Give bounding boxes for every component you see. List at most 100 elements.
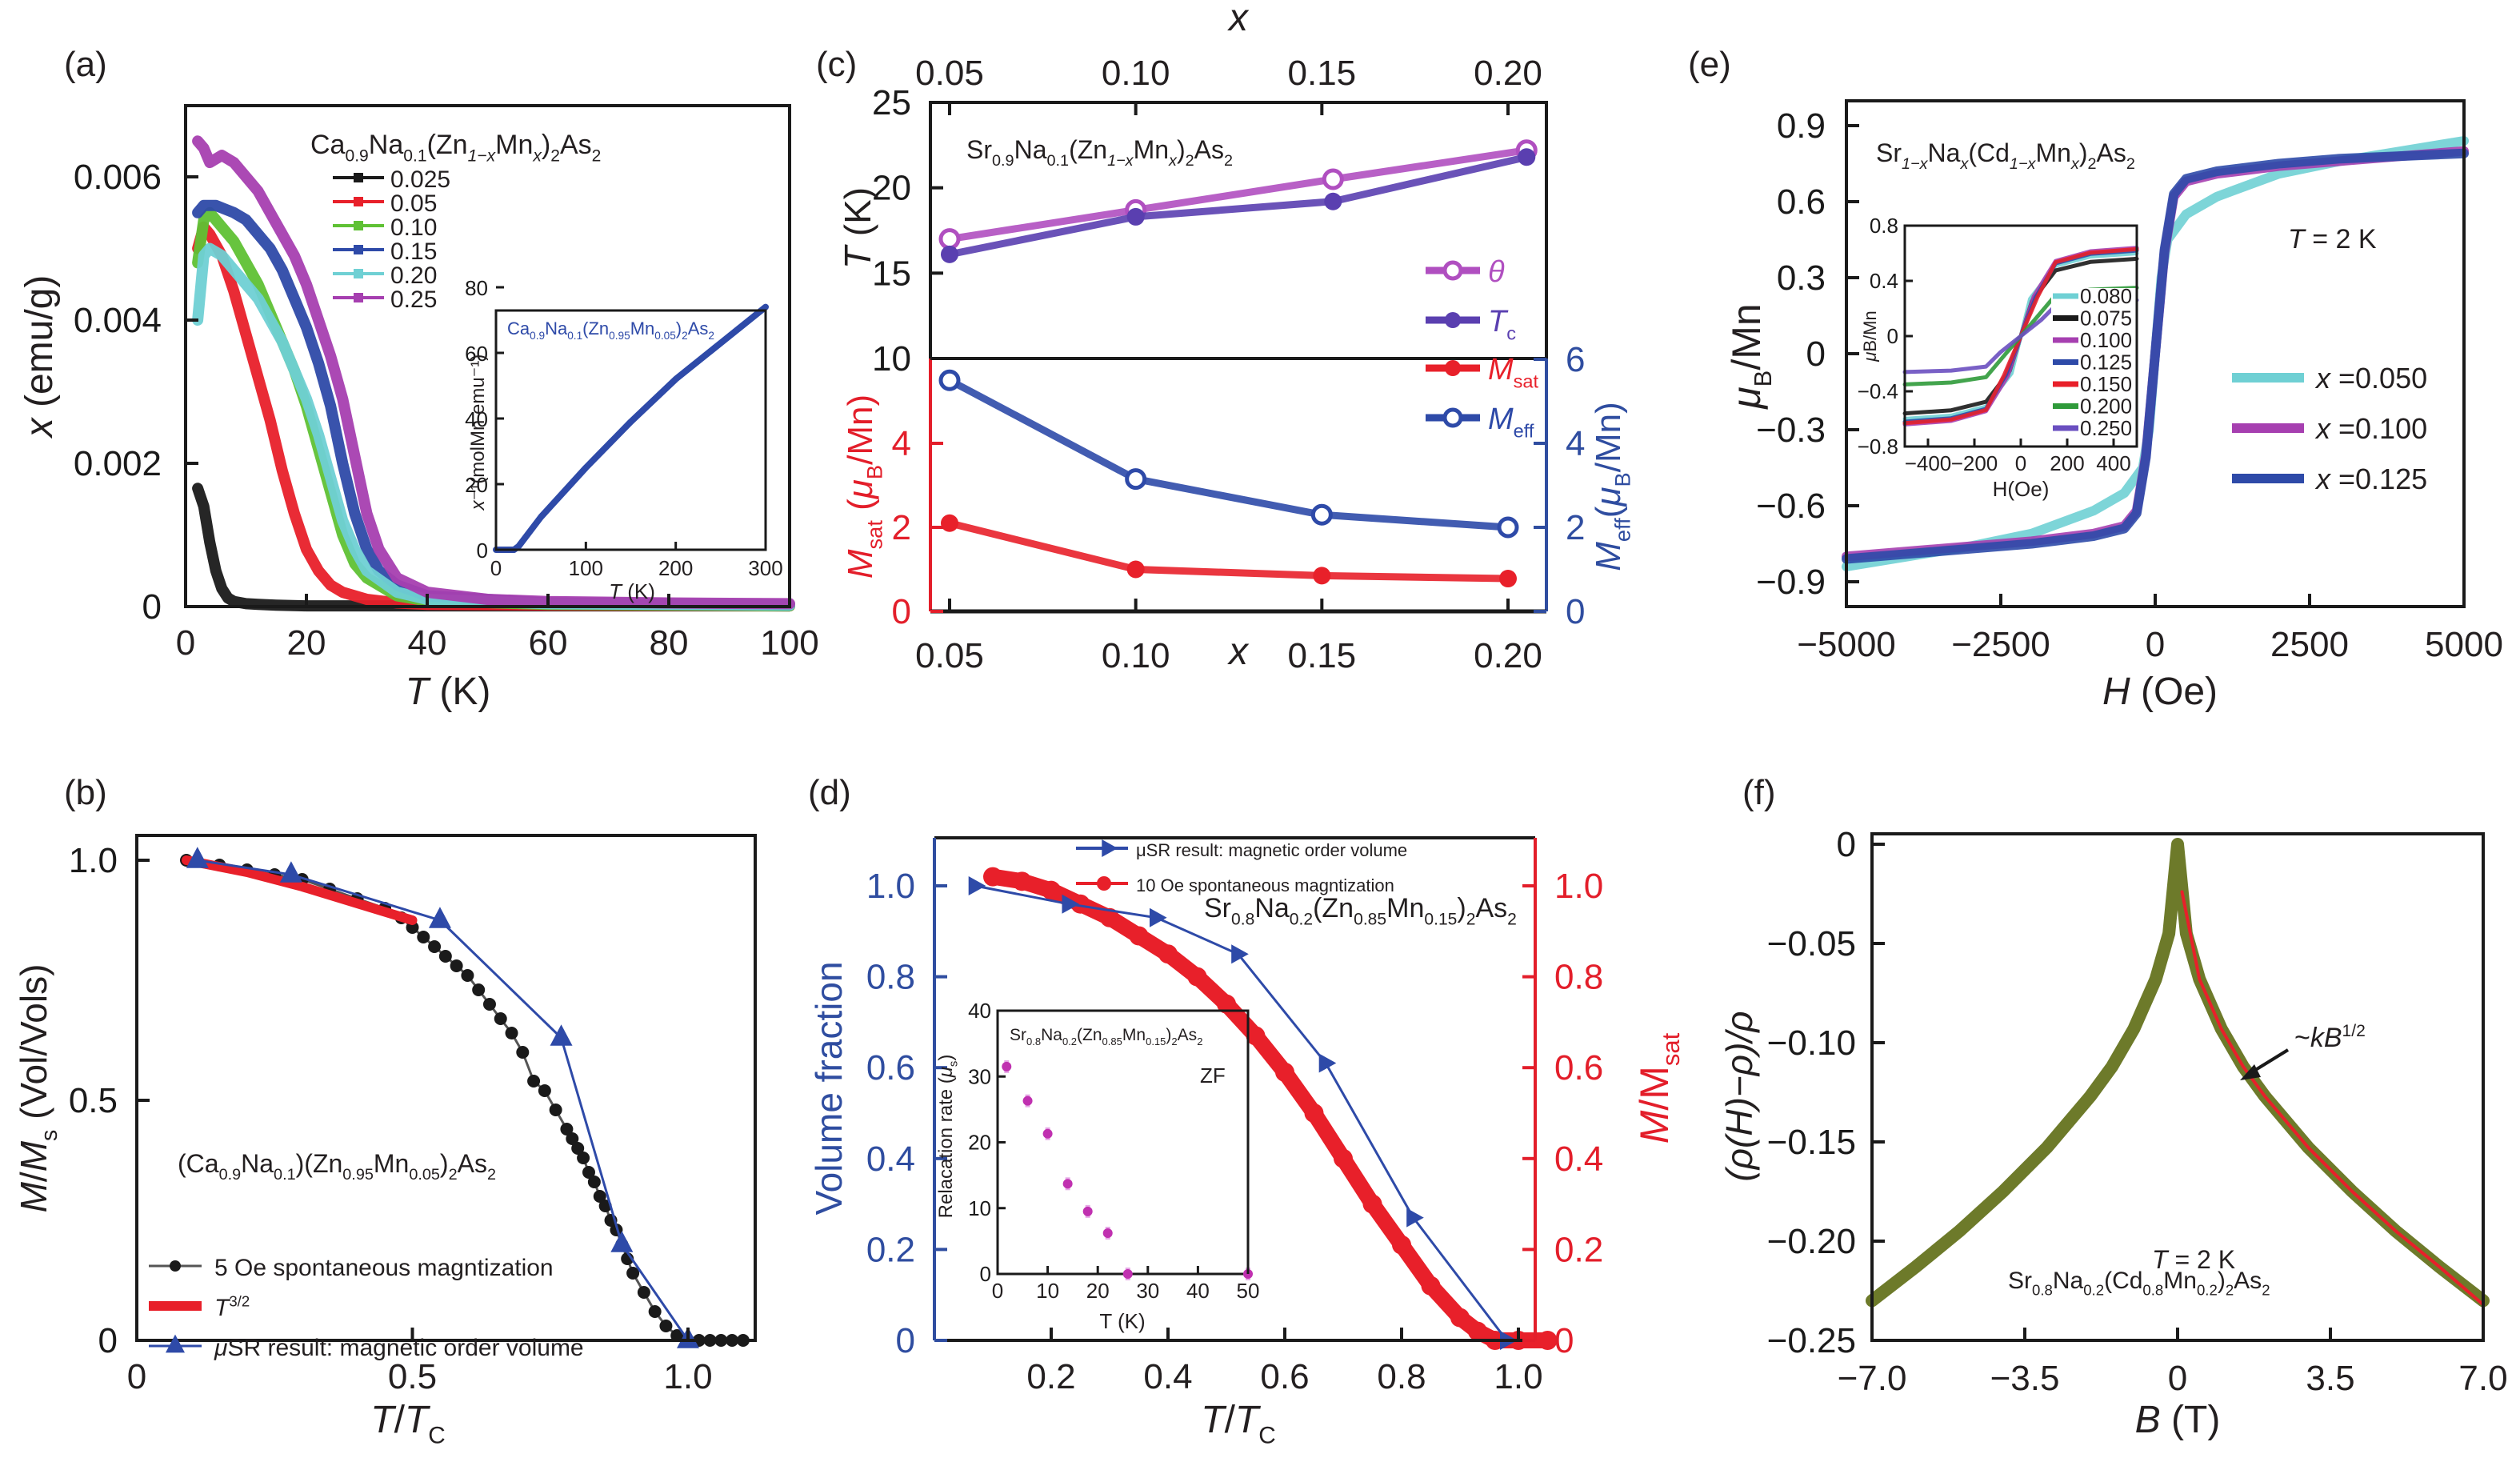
data-point-d-red xyxy=(1217,994,1236,1014)
inset-y-axis-a-tick-label: 0 xyxy=(477,539,488,563)
y-axis-e-tick-label: −0.9 xyxy=(1756,563,1826,602)
data-point-b-black xyxy=(461,969,474,982)
inset-x-axis-d-tick-label: 10 xyxy=(1036,1279,1059,1303)
text-fragment: As xyxy=(688,318,709,338)
y-axis-e-tick-label: 0.9 xyxy=(1777,106,1826,146)
text-fragment: / xyxy=(13,1172,54,1182)
y-axis-d-right-tick-label: 0.6 xyxy=(1554,1048,1603,1087)
data-point-d-inset xyxy=(1082,1206,1093,1216)
data-point-c-Tc xyxy=(1324,192,1342,210)
text-fragment: 2 xyxy=(592,147,602,166)
inset-legend-label-e: 0.080 xyxy=(2080,284,2132,308)
text-fragment: Mn xyxy=(2163,1268,2197,1294)
x-axis-c-top-tick-label: 0.10 xyxy=(1102,54,1170,93)
text-fragment: (K) xyxy=(622,579,655,603)
text-fragment: M xyxy=(1488,403,1514,436)
inset-x-axis-e-tick-label: 400 xyxy=(2096,451,2130,475)
text-fragment: =0.050 xyxy=(2330,362,2427,395)
data-point-d-red xyxy=(1187,967,1207,987)
text-fragment: As xyxy=(1475,893,1507,923)
inset-x-axis-d-tick-label: 0 xyxy=(992,1279,1003,1303)
data-point-d-inset xyxy=(1062,1179,1073,1189)
panel-label: (c) xyxy=(816,45,857,84)
series-a-0.15 xyxy=(192,199,795,611)
text-fragment: M xyxy=(1632,1110,1677,1144)
y-axis-title-f: (ρ(H)−ρ)/ρ xyxy=(1718,1011,1760,1181)
data-point-b-blue xyxy=(610,1231,634,1252)
text-fragment: As xyxy=(1194,135,1224,164)
text-fragment: H xyxy=(2102,671,2130,713)
data-point-d-red xyxy=(1042,880,1061,900)
data-point-b-black xyxy=(438,950,452,963)
text-fragment: 1−x xyxy=(468,147,497,166)
text-fragment: x xyxy=(18,416,61,439)
legend-label-e: x =0.125 xyxy=(2314,463,2427,495)
annotation-f: Sr0.8Na0.2(Cd0.8Mn0.2)2As2 xyxy=(2008,1268,2270,1298)
data-point-b-black xyxy=(587,1176,601,1188)
inset-x-axis-d-tick-label: 50 xyxy=(1237,1279,1260,1303)
data-point-b-blue xyxy=(428,907,451,928)
y-axis-title-e: μB/Mn xyxy=(1724,303,1777,410)
text-fragment: 0.95 xyxy=(342,1166,374,1184)
y-axis-d-left-tick-label: 0.4 xyxy=(866,1140,915,1179)
y-axis-d-right-tick-label: 0.2 xyxy=(1554,1230,1603,1269)
text-fragment: ) xyxy=(440,1149,449,1178)
inset-y-axis-d-tick-label: 30 xyxy=(968,1064,991,1088)
inset-x-title-e: H(Oe) xyxy=(1993,477,2050,501)
legend-label-c: Msat xyxy=(1488,353,1539,392)
y-axis-a-tick-label: 0.002 xyxy=(74,444,162,483)
panel-label: (e) xyxy=(1688,45,1731,84)
inset-legend-label-e: 0.075 xyxy=(2080,306,2132,330)
text-fragment: sat xyxy=(862,520,886,550)
inset-y-axis-e-tick-label: 0.8 xyxy=(1870,214,1898,238)
text-fragment: Mn xyxy=(374,1149,409,1178)
text-fragment: =0.100 xyxy=(2330,412,2427,445)
text-fragment: 2 xyxy=(1466,911,1476,929)
y-axis-title-c-left: Msat (μB/Mn) xyxy=(841,395,886,579)
inset-annotation-d: ZF xyxy=(1200,1063,1226,1087)
legend-marker-a xyxy=(354,173,363,182)
legend-marker-d xyxy=(1102,839,1118,857)
text-fragment: 0.05 xyxy=(654,330,676,342)
text-fragment: As xyxy=(458,1149,487,1178)
y-axis-d-left-tick-label: 0.8 xyxy=(866,958,915,997)
inset-y-axis-d-tick-label: 0 xyxy=(980,1262,991,1286)
data-point-c-Tc xyxy=(1126,207,1145,226)
text-fragment: Na xyxy=(1254,893,1290,923)
x-axis-d-tick-label: 0.4 xyxy=(1143,1357,1192,1396)
inset-y-axis-a-tick-label: 60 xyxy=(465,342,488,366)
data-point-b-black xyxy=(659,1320,673,1332)
inset-x-axis-e-tick-label: −200 xyxy=(1951,451,1998,475)
text-fragment: T xyxy=(370,1399,397,1441)
inset-legend-label-e: 0.200 xyxy=(2080,395,2132,419)
text-fragment: (Cd xyxy=(2104,1268,2142,1294)
data-point-d-blue xyxy=(968,876,986,895)
data-point-d-red xyxy=(1467,1321,1487,1341)
y-axis-d-right-tick-label: 0.8 xyxy=(1554,958,1603,997)
text-fragment: x xyxy=(2314,362,2332,395)
text-fragment: As xyxy=(2234,1268,2262,1294)
text-fragment: 0.15 xyxy=(1146,1035,1166,1047)
y-axis-title-d-right: M/Msat xyxy=(1632,1032,1685,1144)
data-point-c-θ xyxy=(1322,168,1344,190)
text-fragment: /M xyxy=(1632,1066,1677,1111)
text-fragment: sat xyxy=(1514,371,1539,392)
text-fragment: 2 xyxy=(2126,155,2135,173)
data-point-b-black xyxy=(527,1075,541,1087)
text-fragment: = 2 K xyxy=(2168,1245,2236,1274)
legend-marker-a xyxy=(354,245,363,254)
data-point-d-blue xyxy=(1062,894,1080,914)
inset-legend-label-e: 0.100 xyxy=(2080,328,2132,352)
text-fragment: Relacation rate ( xyxy=(935,1077,957,1218)
text-fragment: Mn xyxy=(1134,135,1169,164)
text-fragment: 0.2 xyxy=(2083,1281,2104,1298)
y-axis-c-upper-tick-label: 10 xyxy=(872,339,911,379)
text-fragment: 0.8 xyxy=(1231,911,1254,929)
text-fragment: ) xyxy=(2079,138,2088,167)
text-fragment: H xyxy=(1718,1109,1760,1136)
text-fragment: x xyxy=(467,499,489,511)
x-axis-a-tick-label: 40 xyxy=(408,623,447,663)
text-fragment: (T) xyxy=(2161,1399,2221,1441)
text-fragment: ~ xyxy=(2294,1023,2310,1053)
y-axis-title-a: x (emu/g) xyxy=(18,275,61,439)
